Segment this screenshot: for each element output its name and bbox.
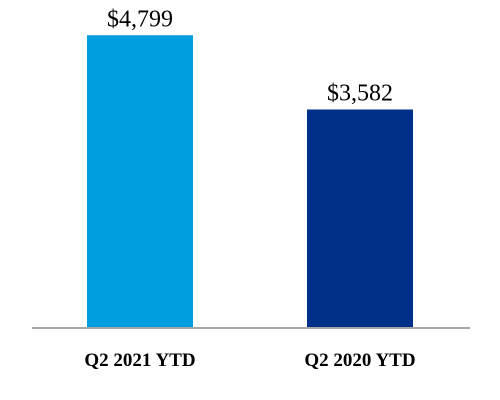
bar-1 <box>87 35 193 329</box>
bars-group <box>87 35 413 329</box>
data-label-2: $3,582 <box>327 80 393 106</box>
x-tick-label-2: Q2 2020 YTD <box>304 350 415 371</box>
data-labels-group: $4,799 $3,582 <box>107 6 393 106</box>
tick-labels-group: Q2 2021 YTD Q2 2020 YTD <box>84 350 415 371</box>
x-tick-label-1: Q2 2021 YTD <box>84 350 195 371</box>
data-label-1: $4,799 <box>107 6 173 32</box>
bar-2 <box>307 109 413 328</box>
